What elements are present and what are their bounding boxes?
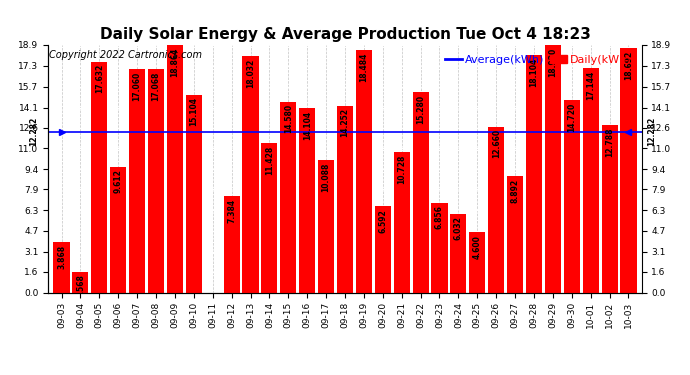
Text: 17.068: 17.068 bbox=[152, 72, 161, 101]
Bar bbox=[262, 143, 277, 292]
Text: 1.568: 1.568 bbox=[76, 274, 85, 298]
Text: 9.612: 9.612 bbox=[114, 169, 123, 193]
Text: 3.868: 3.868 bbox=[57, 244, 66, 268]
Text: 6.856: 6.856 bbox=[435, 206, 444, 229]
Bar bbox=[129, 69, 145, 292]
Text: Copyright 2022 Cartronics.com: Copyright 2022 Cartronics.com bbox=[50, 50, 202, 60]
Bar bbox=[337, 106, 353, 292]
Bar bbox=[431, 203, 448, 292]
Text: 18.692: 18.692 bbox=[624, 50, 633, 80]
Text: 7.384: 7.384 bbox=[227, 198, 236, 222]
Bar bbox=[91, 62, 108, 292]
Bar bbox=[545, 45, 561, 292]
Text: 17.060: 17.060 bbox=[132, 72, 141, 101]
Text: 6.032: 6.032 bbox=[454, 216, 463, 240]
Text: 15.104: 15.104 bbox=[189, 98, 198, 126]
Bar bbox=[394, 152, 410, 292]
Bar bbox=[280, 102, 296, 292]
Title: Daily Solar Energy & Average Production Tue Oct 4 18:23: Daily Solar Energy & Average Production … bbox=[99, 27, 591, 42]
Text: 8.892: 8.892 bbox=[511, 178, 520, 203]
Bar bbox=[507, 176, 523, 292]
Text: 18.864: 18.864 bbox=[170, 48, 179, 78]
Text: 17.632: 17.632 bbox=[95, 64, 103, 93]
Text: 14.104: 14.104 bbox=[303, 110, 312, 140]
Bar bbox=[356, 51, 372, 292]
Bar bbox=[299, 108, 315, 292]
Bar bbox=[375, 206, 391, 292]
Text: 12.788: 12.788 bbox=[605, 128, 614, 157]
Bar bbox=[110, 166, 126, 292]
Bar bbox=[54, 242, 70, 292]
Text: 10.088: 10.088 bbox=[322, 163, 331, 192]
Text: 14.580: 14.580 bbox=[284, 104, 293, 134]
Bar bbox=[413, 92, 428, 292]
Bar bbox=[582, 68, 599, 292]
Bar bbox=[242, 56, 259, 292]
Bar bbox=[488, 127, 504, 292]
Text: 14.252: 14.252 bbox=[340, 108, 350, 138]
Text: 14.720: 14.720 bbox=[567, 102, 576, 132]
Text: 12.282: 12.282 bbox=[29, 117, 38, 146]
Bar bbox=[526, 56, 542, 292]
Text: 18.920: 18.920 bbox=[549, 47, 558, 76]
Text: 12.660: 12.660 bbox=[492, 129, 501, 159]
Text: 18.032: 18.032 bbox=[246, 59, 255, 88]
Text: 12.282: 12.282 bbox=[647, 117, 656, 146]
Text: 18.104: 18.104 bbox=[529, 58, 538, 87]
Bar bbox=[186, 95, 202, 292]
Bar bbox=[318, 160, 334, 292]
Text: 6.592: 6.592 bbox=[378, 209, 387, 232]
Text: 17.144: 17.144 bbox=[586, 70, 595, 100]
Text: 10.728: 10.728 bbox=[397, 154, 406, 184]
Text: 18.484: 18.484 bbox=[359, 53, 368, 82]
Bar bbox=[620, 48, 636, 292]
Text: 15.280: 15.280 bbox=[416, 95, 425, 124]
Bar bbox=[469, 232, 485, 292]
Bar bbox=[564, 100, 580, 292]
Text: 4.600: 4.600 bbox=[473, 235, 482, 259]
Bar bbox=[72, 272, 88, 292]
Legend: Average(kWh), Daily(kWh): Average(kWh), Daily(kWh) bbox=[441, 51, 636, 69]
Bar bbox=[602, 125, 618, 292]
Bar bbox=[167, 45, 183, 292]
Bar bbox=[451, 213, 466, 292]
Bar bbox=[224, 196, 239, 292]
Bar bbox=[148, 69, 164, 292]
Text: 11.428: 11.428 bbox=[265, 146, 274, 175]
